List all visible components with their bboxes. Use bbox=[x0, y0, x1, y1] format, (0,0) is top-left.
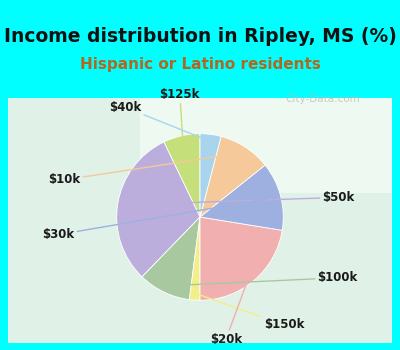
Text: Income distribution in Ripley, MS (%): Income distribution in Ripley, MS (%) bbox=[4, 27, 396, 46]
Wedge shape bbox=[142, 217, 200, 300]
Text: $100k: $100k bbox=[167, 271, 358, 286]
FancyBboxPatch shape bbox=[8, 98, 392, 343]
Text: Hispanic or Latino residents: Hispanic or Latino residents bbox=[80, 57, 320, 72]
Wedge shape bbox=[117, 142, 200, 277]
Text: $30k: $30k bbox=[42, 198, 274, 241]
Wedge shape bbox=[189, 217, 200, 300]
Text: $40k: $40k bbox=[109, 101, 210, 141]
Text: $50k: $50k bbox=[124, 191, 355, 205]
Wedge shape bbox=[200, 136, 265, 217]
Wedge shape bbox=[200, 217, 282, 300]
Wedge shape bbox=[200, 134, 221, 217]
Wedge shape bbox=[200, 165, 283, 230]
Text: $125k: $125k bbox=[160, 88, 200, 142]
Text: $10k: $10k bbox=[48, 153, 242, 186]
Text: $20k: $20k bbox=[210, 275, 250, 346]
Wedge shape bbox=[164, 134, 200, 217]
Text: $150k: $150k bbox=[195, 293, 304, 331]
Text: City-Data.com: City-Data.com bbox=[285, 94, 360, 105]
FancyBboxPatch shape bbox=[140, 98, 392, 192]
